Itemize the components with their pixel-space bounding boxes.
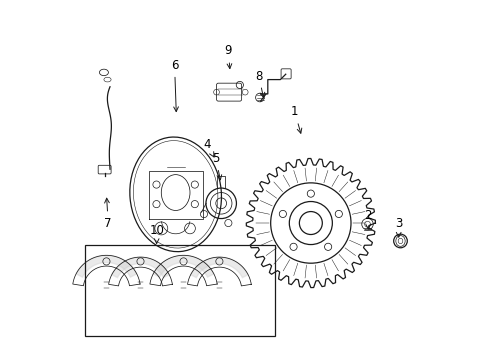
Bar	[85, 244, 274, 336]
Text: 8: 8	[255, 69, 264, 97]
Text: 1: 1	[290, 105, 301, 133]
Text: 5: 5	[212, 152, 221, 180]
Text: 4: 4	[203, 138, 213, 157]
Text: 3: 3	[394, 216, 402, 237]
Polygon shape	[76, 255, 137, 277]
Polygon shape	[153, 255, 213, 277]
Text: 2: 2	[364, 210, 371, 229]
Text: 6: 6	[170, 59, 178, 112]
Text: 9: 9	[224, 44, 232, 68]
Polygon shape	[112, 257, 169, 278]
Polygon shape	[190, 257, 247, 278]
Text: 7: 7	[104, 198, 112, 230]
Text: 10: 10	[149, 224, 164, 243]
